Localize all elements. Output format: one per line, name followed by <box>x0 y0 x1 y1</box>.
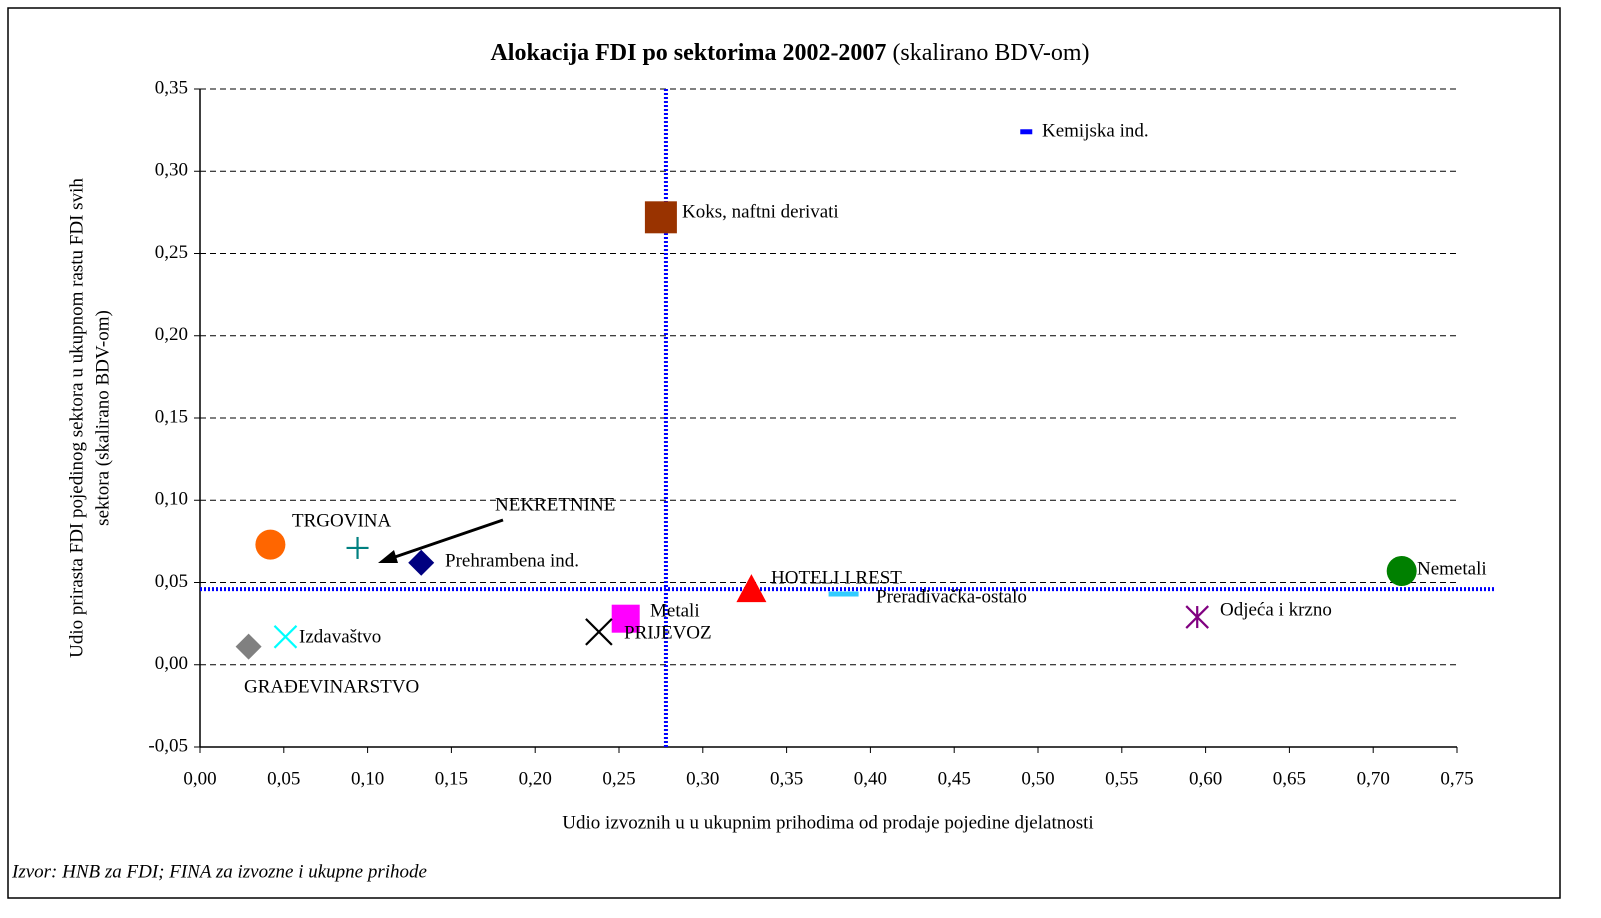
x-tick-label: 0,10 <box>351 768 384 789</box>
point-label: Koks, naftni derivati <box>682 201 839 222</box>
point <box>346 536 369 559</box>
point <box>1386 555 1417 586</box>
point-marker <box>1386 555 1417 586</box>
x-tick-label: 0,05 <box>267 768 300 789</box>
point <box>1185 605 1209 629</box>
y-tick-label: 0,30 <box>155 160 188 181</box>
point-label: Nemetali <box>1417 558 1487 579</box>
point-label: GRAĐEVINARSTVO <box>244 676 419 697</box>
point-marker <box>585 618 613 646</box>
y-tick-label: -0,05 <box>148 735 188 756</box>
x-tick-label: 0,75 <box>1440 768 1473 789</box>
point-label: Prehrambena ind. <box>445 550 579 571</box>
y-axis-label: Udio prirasta FDI pojedinog sektora u uk… <box>66 178 87 658</box>
point-marker <box>235 633 262 660</box>
x-tick-label: 0,40 <box>854 768 887 789</box>
y-tick-label: 0,20 <box>155 324 188 345</box>
x-tick-label: 0,30 <box>686 768 719 789</box>
point <box>408 549 435 576</box>
point <box>1020 129 1033 135</box>
point-marker <box>644 201 677 234</box>
annotation-arrow <box>378 518 504 563</box>
point <box>585 618 613 646</box>
x-tick-label: 0,20 <box>519 768 552 789</box>
x-tick-label: 0,35 <box>770 768 803 789</box>
x-tick-label: 0,50 <box>1021 768 1054 789</box>
point-marker <box>1020 129 1033 135</box>
point-marker <box>408 549 435 576</box>
point-label: HOTELI I REST <box>771 567 902 588</box>
x-tick-label: 0,15 <box>435 768 468 789</box>
point-marker <box>1185 605 1209 629</box>
title: Alokacija FDI po sektorima 2002-2007 (sk… <box>490 40 1089 66</box>
point-label: Kemijska ind. <box>1042 120 1149 141</box>
x-tick-label: 0,00 <box>183 768 216 789</box>
x-tick-label: 0,65 <box>1273 768 1306 789</box>
point-marker <box>255 529 286 560</box>
title-main: Alokacija FDI po sektorima 2002-2007 <box>490 40 886 66</box>
point-label: Prerađivačka-ostalo <box>876 586 1027 607</box>
frame <box>7 7 1561 899</box>
point <box>235 633 262 660</box>
y-tick-label: 0,15 <box>155 406 188 427</box>
y-tick-label: 0,35 <box>155 77 188 98</box>
x-tick-label: 0,45 <box>938 768 971 789</box>
x-tick-label: 0,60 <box>1189 768 1222 789</box>
point <box>611 604 640 633</box>
point-label: Metali <box>650 600 700 621</box>
point <box>273 625 298 649</box>
y-tick-label: 0,05 <box>155 571 188 592</box>
point-label: NEKRETNINE <box>495 494 615 515</box>
point-label: TRGOVINA <box>292 510 391 531</box>
x-tick-label: 0,70 <box>1357 768 1390 789</box>
point <box>828 591 859 597</box>
x-axis-label: Udio izvoznih u u ukupnim prihodima od p… <box>562 812 1093 833</box>
point <box>736 574 767 603</box>
x-tick-label: 0,25 <box>602 768 635 789</box>
y-tick-label: 0,10 <box>155 489 188 510</box>
point <box>255 529 286 560</box>
point-label: Izdavaštvo <box>299 626 381 647</box>
point-label: PRIJEVOZ <box>624 622 712 643</box>
source-note: Izvor: HNB za FDI; FINA za izvozne i uku… <box>11 861 427 882</box>
y-tick-label: 0,25 <box>155 242 188 263</box>
point-marker <box>273 625 298 649</box>
y-tick-label: 0,00 <box>155 653 188 674</box>
title-suffix: (skalirano BDV-om) <box>892 40 1089 66</box>
x-tick-label: 0,55 <box>1105 768 1138 789</box>
point-marker <box>828 591 859 597</box>
y-axis-label: sektora (skalirano BDV-om) <box>92 310 113 526</box>
point-marker <box>611 604 640 633</box>
point <box>644 201 677 234</box>
point-marker <box>736 574 767 603</box>
point-label: Odjeća i krzno <box>1220 599 1332 620</box>
